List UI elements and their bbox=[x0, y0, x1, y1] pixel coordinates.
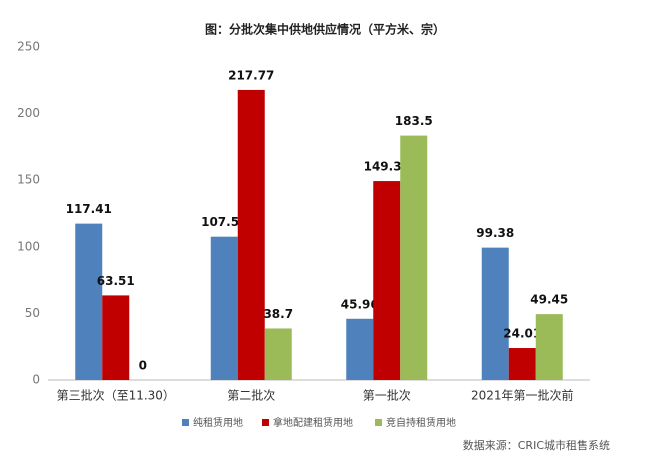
bar bbox=[481, 247, 509, 380]
source-note: 数据来源：CRIC城市租售系统 bbox=[463, 438, 610, 452]
value-label: 38.7 bbox=[263, 307, 293, 321]
value-label: 63.51 bbox=[97, 274, 135, 288]
chart-title: 图：分批次集中供地供应情况（平方米、宗） bbox=[205, 22, 445, 37]
bar bbox=[373, 181, 401, 380]
value-label: 217.77 bbox=[228, 68, 274, 82]
y-tick-label: 100 bbox=[17, 239, 40, 253]
y-tick-label: 200 bbox=[17, 106, 40, 120]
y-tick-label: 50 bbox=[25, 306, 40, 320]
value-label: 99.38 bbox=[476, 226, 514, 240]
bar bbox=[75, 223, 103, 380]
bar bbox=[400, 135, 428, 380]
bar bbox=[102, 295, 130, 380]
value-label: 45.96 bbox=[341, 297, 379, 311]
value-label: 107.59 bbox=[201, 215, 247, 229]
x-tick-label: 第一批次 bbox=[363, 388, 411, 403]
value-label: 149.35 bbox=[364, 160, 410, 174]
value-label: 49.45 bbox=[530, 293, 568, 307]
legend-label: 竞自持租赁用地 bbox=[386, 416, 456, 429]
bar bbox=[210, 236, 238, 380]
legend-swatch bbox=[262, 419, 269, 426]
legend-label: 纯租赁用地 bbox=[193, 416, 243, 429]
x-tick-label: 第三批次（至11.30） bbox=[57, 388, 175, 403]
bar bbox=[535, 314, 563, 380]
y-tick-label: 150 bbox=[17, 173, 40, 187]
x-tick-label: 2021年第一批次前 bbox=[471, 388, 574, 403]
value-label: 0 bbox=[139, 359, 147, 373]
value-label: 183.5 bbox=[395, 114, 433, 128]
bar bbox=[346, 318, 374, 380]
bar bbox=[264, 328, 292, 380]
x-tick-label: 第二批次 bbox=[227, 388, 275, 403]
legend-label: 拿地配建租赁用地 bbox=[273, 416, 353, 429]
bar bbox=[508, 348, 536, 380]
y-tick-label: 250 bbox=[17, 40, 40, 54]
legend-swatch bbox=[375, 419, 382, 426]
legend-swatch bbox=[182, 419, 189, 426]
y-tick-label: 0 bbox=[32, 373, 40, 387]
value-label: 24.01 bbox=[503, 327, 541, 341]
value-label: 117.41 bbox=[66, 202, 112, 216]
bar bbox=[237, 89, 265, 380]
